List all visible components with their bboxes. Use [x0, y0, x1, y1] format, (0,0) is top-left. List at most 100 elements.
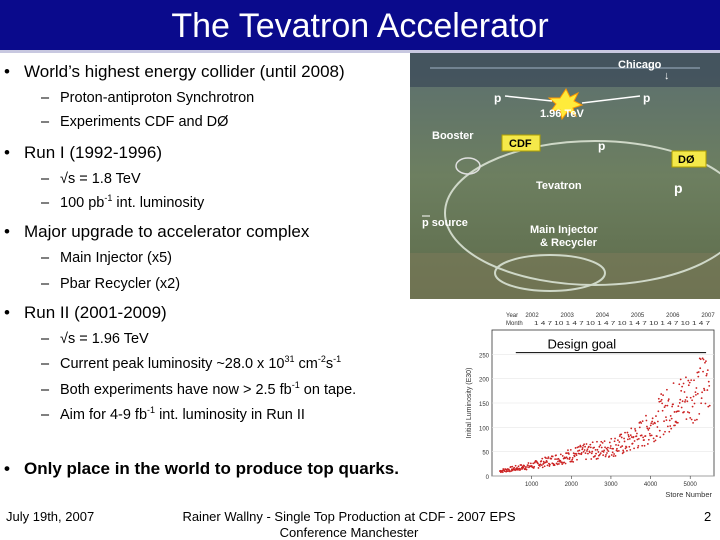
store-point — [581, 447, 584, 449]
store-point — [609, 447, 612, 449]
store-point — [599, 452, 602, 455]
store-point — [707, 380, 710, 383]
store-point — [704, 361, 706, 364]
store-point — [685, 418, 688, 421]
store-point — [508, 468, 510, 471]
store-point — [666, 425, 669, 428]
store-point — [612, 455, 615, 458]
store-point — [624, 447, 627, 450]
tevatron-aerial-photo: Chicago ↓ p p 1.96 TeV Booster CDF p DØ … — [410, 53, 720, 299]
title-bar — [0, 0, 720, 50]
label-main-injector: Main Injector — [530, 224, 599, 236]
top-axis-year: 2003 — [561, 313, 575, 319]
dash: – — [41, 195, 50, 211]
store-point — [596, 448, 599, 451]
store-point — [700, 397, 703, 400]
store-point — [524, 466, 527, 468]
store-point — [630, 436, 633, 438]
store-point — [689, 417, 692, 419]
store-point — [662, 433, 665, 436]
store-point — [662, 394, 664, 397]
store-point — [661, 409, 664, 412]
store-point — [607, 446, 609, 449]
store-point — [513, 466, 516, 469]
bullet-5: • Only place in the world to produce top… — [4, 459, 399, 479]
store-point — [611, 451, 614, 454]
store-point — [688, 381, 691, 384]
store-point — [628, 445, 631, 448]
store-point — [652, 437, 655, 440]
store-point — [607, 450, 610, 452]
store-point — [577, 452, 580, 455]
store-point — [650, 422, 653, 425]
bullet-4-sub-1: – √s = 1.96 TeV — [41, 331, 149, 347]
label-recycler: & Recycler — [540, 237, 598, 249]
top-axis-month-label: Month — [506, 321, 523, 327]
store-point — [564, 462, 567, 465]
store-point — [657, 397, 660, 400]
label-chicago: Chicago — [618, 59, 662, 71]
store-point — [587, 445, 590, 448]
store-point — [602, 454, 605, 457]
footer-line-2: Conference Manchester — [279, 525, 419, 540]
store-point — [648, 427, 651, 430]
dash: – — [41, 356, 50, 372]
x-axis-label: Store Number — [665, 490, 712, 498]
bullet-2-sub-2: – 100 pb-1 int. luminosity — [41, 194, 204, 211]
store-point — [501, 469, 504, 472]
store-point — [571, 456, 574, 459]
store-point — [584, 452, 587, 455]
store-point — [626, 438, 629, 441]
store-point — [637, 444, 640, 447]
store-point — [653, 440, 655, 443]
store-point — [654, 422, 656, 425]
store-point — [575, 454, 578, 457]
store-point — [616, 450, 619, 453]
store-point — [575, 452, 577, 455]
x-tick-label: 5000 — [684, 482, 698, 488]
store-point — [615, 444, 617, 446]
y-tick-label: 150 — [479, 402, 490, 408]
store-point — [703, 387, 705, 390]
store-point — [578, 452, 581, 455]
store-point — [517, 469, 519, 471]
store-point — [591, 441, 594, 444]
store-point — [522, 466, 525, 469]
store-point — [556, 458, 558, 461]
store-point — [620, 436, 623, 439]
store-point — [571, 458, 574, 461]
store-point — [640, 422, 643, 424]
store-point — [620, 433, 623, 436]
store-point — [641, 420, 644, 423]
store-point — [589, 443, 592, 446]
store-point — [708, 384, 711, 387]
store-point — [517, 465, 520, 468]
bullet-4-sub-4: – Aim for 4-9 fb-1 int. luminosity in Ru… — [41, 406, 305, 423]
store-point — [672, 382, 675, 385]
store-point — [610, 437, 613, 440]
store-point — [541, 466, 544, 469]
store-point — [582, 450, 585, 453]
store-point — [617, 439, 619, 442]
store-point — [603, 440, 606, 443]
store-point — [562, 457, 565, 460]
store-point — [572, 452, 575, 455]
store-point — [567, 449, 569, 452]
store-point — [624, 431, 626, 434]
dash: – — [41, 114, 50, 130]
bullet-dot: • — [4, 62, 10, 81]
store-point — [626, 431, 629, 434]
store-point — [618, 435, 621, 438]
cdf-badge — [501, 134, 541, 152]
store-point — [525, 468, 528, 471]
store-point — [545, 457, 547, 460]
store-point — [649, 424, 652, 427]
bullet-1-sub-1: – Proton-antiproton Synchrotron — [41, 90, 254, 106]
store-point — [576, 446, 579, 449]
store-point — [588, 451, 591, 454]
store-point — [605, 454, 607, 456]
store-point — [580, 451, 583, 454]
sub-text: Experiments CDF and DØ — [60, 114, 229, 130]
store-point — [651, 420, 654, 423]
store-point — [701, 391, 704, 394]
